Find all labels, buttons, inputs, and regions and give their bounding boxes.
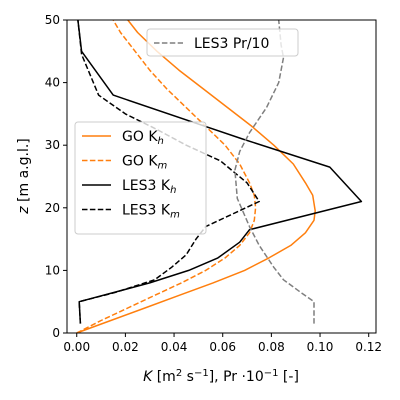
y-axis-label: z [m a.g.l.] [16, 138, 32, 215]
y-axis: 0 10 20 30 40 50 [45, 13, 67, 340]
y-tick-label: 20 [45, 201, 60, 215]
x-axis: 0.00 0.02 0.04 0.06 0.08 0.10 0.12 [63, 333, 382, 354]
x-tick-label: 0.04 [161, 340, 188, 354]
y-tick-label: 40 [45, 76, 60, 90]
x-tick-label: 0.10 [307, 340, 334, 354]
legend-label: LES3 Kh [122, 178, 176, 196]
y-tick-label: 10 [45, 263, 60, 277]
x-tick-label: 0.06 [209, 340, 236, 354]
x-tick-label: 0.08 [258, 340, 285, 354]
x-tick-label: 0.00 [63, 340, 90, 354]
x-axis-label: K [m2 s−1], Pr ·10−1 [-] [143, 368, 299, 385]
y-tick-label: 0 [52, 326, 60, 340]
x-tick-label: 0.02 [112, 340, 139, 354]
series-line-4 [235, 20, 314, 324]
x-tick-label: 0.12 [355, 340, 382, 354]
legend-label: LES3 Pr/10 [194, 36, 269, 52]
y-tick-label: 30 [45, 138, 60, 152]
y-tick-label: 50 [45, 13, 60, 27]
legend-pr: LES3 Pr/10 [147, 29, 298, 56]
